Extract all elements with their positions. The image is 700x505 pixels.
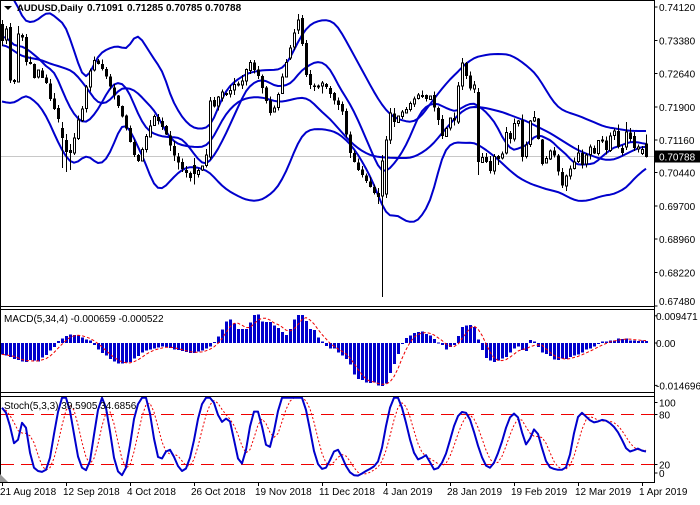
svg-text:0.70788: 0.70788	[659, 153, 696, 164]
svg-text:19 Nov 2018: 19 Nov 2018	[255, 487, 312, 498]
svg-text:4 Oct 2018: 4 Oct 2018	[127, 487, 176, 498]
svg-text:1 Apr 2019: 1 Apr 2019	[639, 487, 688, 498]
svg-text:0.71091: 0.71091	[87, 3, 124, 14]
svg-text:AUDUSD,Daily: AUDUSD,Daily	[17, 3, 84, 14]
svg-text:0.70785: 0.70785	[166, 3, 203, 14]
svg-text:MACD(5,34,4) -0.000659 -0.0005: MACD(5,34,4) -0.000659 -0.000522	[4, 314, 164, 325]
svg-text:0.72640: 0.72640	[659, 70, 696, 81]
svg-text:12 Sep 2018: 12 Sep 2018	[63, 487, 120, 498]
svg-text:100: 100	[659, 399, 676, 410]
svg-text:11 Dec 2018: 11 Dec 2018	[319, 487, 375, 498]
svg-text:0.009471: 0.009471	[656, 312, 698, 323]
svg-text:0.68960: 0.68960	[659, 235, 696, 246]
svg-text:0.69700: 0.69700	[659, 202, 696, 213]
svg-text:20: 20	[659, 461, 671, 472]
svg-text:26 Oct 2018: 26 Oct 2018	[191, 487, 246, 498]
svg-text:0.73380: 0.73380	[659, 36, 696, 47]
svg-text:0: 0	[659, 469, 665, 480]
svg-text:0.71900: 0.71900	[659, 103, 696, 114]
svg-text:80: 80	[659, 411, 671, 422]
svg-text:28 Jan 2019: 28 Jan 2019	[447, 487, 502, 498]
svg-text:21 Aug 2018: 21 Aug 2018	[0, 487, 57, 498]
svg-text:4 Jan 2019: 4 Jan 2019	[383, 487, 433, 498]
svg-text:-0.014696: -0.014696	[656, 381, 700, 392]
svg-text:0.71160: 0.71160	[659, 136, 695, 147]
svg-text:0.70440: 0.70440	[659, 169, 696, 180]
svg-text:12 Mar 2019: 12 Mar 2019	[575, 487, 632, 498]
svg-text:0.70788: 0.70788	[205, 3, 242, 14]
svg-text:Stoch(5,3,3) 39.5905 34.6856: Stoch(5,3,3) 39.5905 34.6856	[4, 401, 137, 412]
svg-text:0.71285: 0.71285	[127, 3, 164, 14]
svg-text:0.68220: 0.68220	[659, 269, 696, 280]
svg-text:0.74120: 0.74120	[659, 3, 696, 14]
svg-text:0.67480: 0.67480	[659, 297, 696, 308]
svg-text:0.00: 0.00	[656, 339, 676, 350]
svg-text:19 Feb 2019: 19 Feb 2019	[511, 487, 568, 498]
